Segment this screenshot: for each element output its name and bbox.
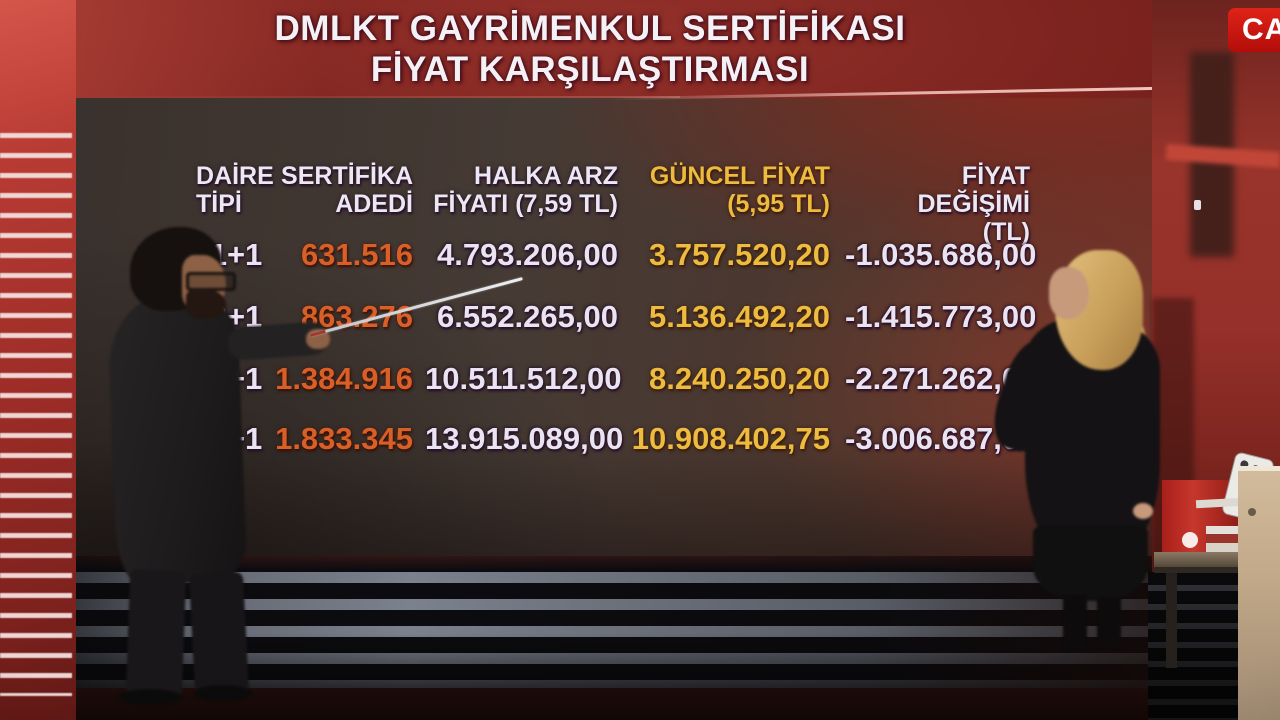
presenter-male-leg bbox=[125, 569, 187, 699]
cell-guncel-fiyat: 3.757.520,20 bbox=[648, 237, 830, 272]
presenter-male-shoe bbox=[194, 685, 252, 701]
column-header-sertifika-adedi: SERTİFİKA ADEDİ bbox=[275, 162, 413, 218]
cell-fiyat-degisimi: -1.415.773,00 bbox=[845, 299, 1037, 334]
led-light-bars bbox=[0, 118, 72, 696]
column-header-fiyat-degisimi: FİYAT DEĞİŞİMİ (TL) bbox=[845, 162, 1030, 246]
cell-fiyat-degisimi: -1.035.686,00 bbox=[845, 237, 1037, 272]
header-text: DAİRE bbox=[196, 162, 274, 190]
presenter-female-face bbox=[1049, 267, 1089, 319]
presenter-female-skirt bbox=[1033, 525, 1148, 601]
header-text: (TL) bbox=[982, 218, 1030, 246]
cell-sertifika-adedi: 1.833.345 bbox=[275, 421, 413, 456]
presenter-male-leg bbox=[188, 571, 250, 697]
panel-knob bbox=[1248, 508, 1256, 516]
cell-sertifika-adedi: 631.516 bbox=[300, 237, 413, 272]
presenter-female-hand bbox=[1133, 503, 1153, 519]
header-text: GÜNCEL FİYAT bbox=[649, 162, 830, 190]
header-text: TİPİ bbox=[196, 190, 242, 218]
header-text: SERTİFİKA bbox=[281, 162, 413, 190]
cell-halka-arz: 6.552.265,00 bbox=[436, 299, 618, 334]
presenter-female-leg bbox=[1063, 595, 1087, 650]
presenter-male-silhouette bbox=[100, 225, 580, 705]
header-text: (5,95 TL) bbox=[727, 190, 830, 218]
desk-front-rail bbox=[1154, 567, 1280, 573]
presenter-female-leg bbox=[1097, 597, 1121, 647]
title-line-1: DMLKT GAYRİMENKUL SERTİFİKASI bbox=[274, 9, 906, 48]
header-text: ADEDİ bbox=[335, 190, 413, 218]
presenter-male-shoe bbox=[118, 689, 182, 705]
header-text: FİYATI (7,59 TL) bbox=[433, 190, 618, 218]
presenter-male-beard bbox=[186, 289, 226, 319]
desk-leg bbox=[1166, 573, 1177, 668]
title-line-2: FİYAT KARŞILAŞTIRMASI bbox=[370, 50, 810, 89]
presenter-male-torso bbox=[106, 290, 248, 586]
header-text: FİYAT DEĞİŞİMİ bbox=[917, 162, 1030, 218]
wall-highlight-speck bbox=[1194, 200, 1201, 210]
cell-halka-arz: 10.511.512,00 bbox=[425, 361, 622, 396]
column-header-halka-arz-fiyati: HALKA ARZ FİYATI (7,59 TL) bbox=[425, 162, 618, 218]
program-title: DMLKT GAYRİMENKUL SERTİFİKASI FİYAT KARŞ… bbox=[80, 8, 1100, 90]
box-logo bbox=[1182, 532, 1198, 548]
cell-guncel-fiyat: 8.240.250,20 bbox=[648, 361, 830, 396]
cell-guncel-fiyat: 10.908.402,75 bbox=[631, 421, 830, 456]
presenter-female-silhouette bbox=[985, 245, 1175, 650]
header-text: HALKA ARZ bbox=[474, 162, 618, 190]
column-header-daire-tipi: DAİRE TİPİ bbox=[196, 162, 276, 218]
cell-sertifika-adedi: 1.384.916 bbox=[275, 361, 413, 396]
title-banner: DMLKT GAYRİMENKUL SERTİFİKASI FİYAT KARŞ… bbox=[0, 0, 1280, 98]
side-furniture-panel bbox=[1238, 466, 1280, 720]
cell-halka-arz: 13.915.089,00 bbox=[425, 421, 624, 456]
screen-edge-seam bbox=[80, 96, 680, 98]
column-header-guncel-fiyat: GÜNCEL FİYAT (5,95 TL) bbox=[630, 162, 830, 218]
cell-guncel-fiyat: 5.136.492,20 bbox=[648, 299, 830, 334]
cell-halka-arz: 4.793.206,00 bbox=[436, 237, 618, 272]
live-badge: CA bbox=[1228, 8, 1280, 52]
left-led-wall bbox=[0, 0, 76, 720]
